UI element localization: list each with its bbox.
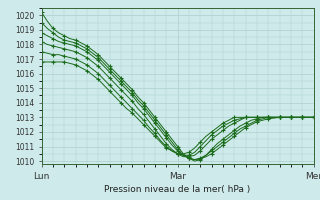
X-axis label: Pression niveau de la mer( hPa ): Pression niveau de la mer( hPa ) bbox=[104, 185, 251, 194]
